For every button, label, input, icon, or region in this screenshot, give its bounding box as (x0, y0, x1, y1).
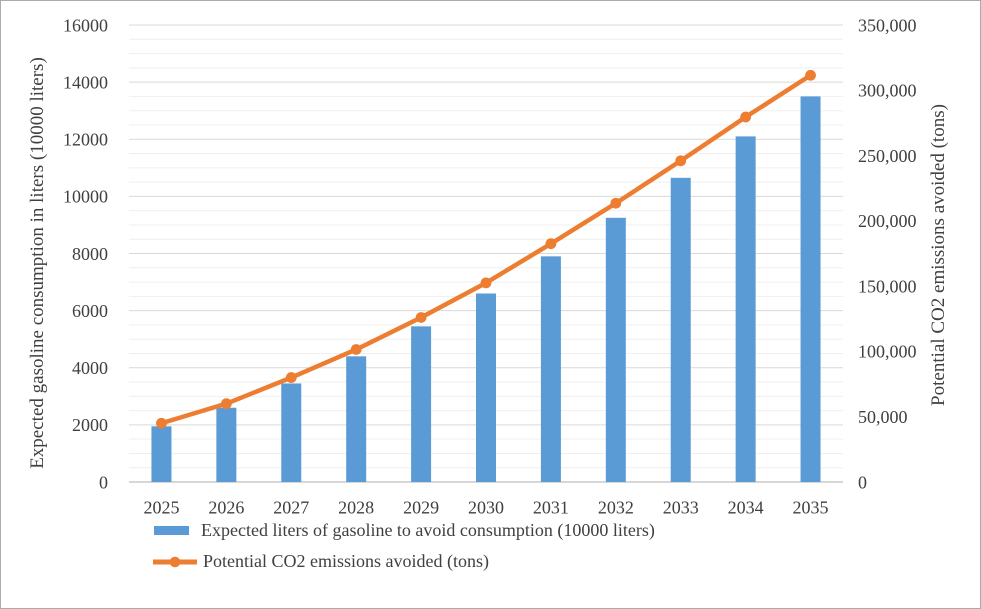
bar-2035 (800, 96, 821, 482)
bar-2027 (281, 383, 302, 482)
left-axis-tick-label: 14000 (63, 72, 108, 92)
right-axis-tick-label: 100,000 (858, 342, 917, 362)
bar-2029 (411, 326, 432, 482)
line-marker-2034 (740, 111, 752, 123)
left-axis-tick-label: 4000 (72, 358, 108, 378)
line-marker-2029 (415, 312, 427, 323)
left-axis-tick-label: 8000 (72, 244, 108, 264)
legend-label-bar-series: Expected liters of gasoline to avoid con… (201, 520, 655, 540)
legend-item-line-series: Potential CO2 emissions avoided (tons) (152, 551, 489, 572)
bar-series-swatch (154, 526, 189, 535)
left-axis-tick-label: 0 (99, 472, 108, 492)
legend-label-line-series: Potential CO2 emissions avoided (tons) (203, 551, 489, 571)
x-axis-tick-label: 2025 (143, 497, 179, 517)
left-axis-tick-label: 10000 (63, 187, 108, 207)
left-axis-tick-label: 12000 (63, 130, 108, 150)
right-axis-tick-label: 300,000 (858, 81, 917, 101)
right-axis-tick-label: 350,000 (858, 15, 917, 35)
x-axis-tick-label: 2035 (793, 497, 829, 517)
x-axis-tick-label: 2029 (403, 497, 439, 517)
right-axis-tick-label: 0 (858, 472, 867, 492)
x-axis-tick-label: 2033 (663, 497, 699, 517)
line-marker-2031 (545, 238, 557, 250)
left-axis-tick-label: 6000 (72, 301, 108, 321)
line-marker-2032 (610, 197, 622, 209)
right-axis-tick-label: 250,000 (858, 146, 917, 166)
line-marker-2030 (480, 277, 492, 289)
bar-2034 (735, 136, 756, 483)
bar-2032 (605, 217, 626, 482)
x-axis-tick-label: 2031 (533, 497, 569, 517)
x-axis-tick-label: 2026 (208, 497, 244, 517)
line-marker-2033 (675, 155, 687, 167)
line-marker-2028 (350, 344, 362, 355)
line-marker-2035 (805, 69, 816, 81)
right-axis-title: Potential CO2 emissions avoided (tons) (928, 104, 949, 406)
x-axis-tick-label: 2032 (598, 497, 634, 517)
bar-2030 (476, 293, 496, 482)
legend-item-bar-series: Expected liters of gasoline to avoid con… (154, 520, 655, 541)
line-marker-2026 (220, 398, 232, 410)
x-axis-tick-label: 2027 (273, 497, 309, 517)
bar-2025 (151, 426, 172, 482)
right-axis-tick-label: 200,000 (858, 211, 917, 231)
left-axis-title: Expected gasoline consumption in liters … (27, 57, 48, 469)
bar-2031 (540, 256, 561, 482)
x-axis-tick-label: 2028 (338, 497, 374, 517)
x-axis-tick-label: 2030 (468, 497, 504, 517)
left-axis-tick-label: 16000 (63, 15, 108, 35)
bar-2033 (670, 177, 691, 482)
x-axis-tick-label: 2034 (728, 497, 764, 517)
right-axis-tick-label: 50,000 (858, 407, 908, 427)
bar-2026 (216, 407, 237, 482)
line-series-swatch (153, 556, 197, 567)
right-axis-tick-label: 150,000 (858, 276, 917, 296)
line-marker-2025 (156, 417, 167, 429)
bar-2028 (346, 356, 367, 482)
legend-marker-glyph (169, 556, 181, 567)
line-marker-2027 (285, 372, 297, 383)
left-axis-tick-label: 2000 (72, 415, 108, 435)
